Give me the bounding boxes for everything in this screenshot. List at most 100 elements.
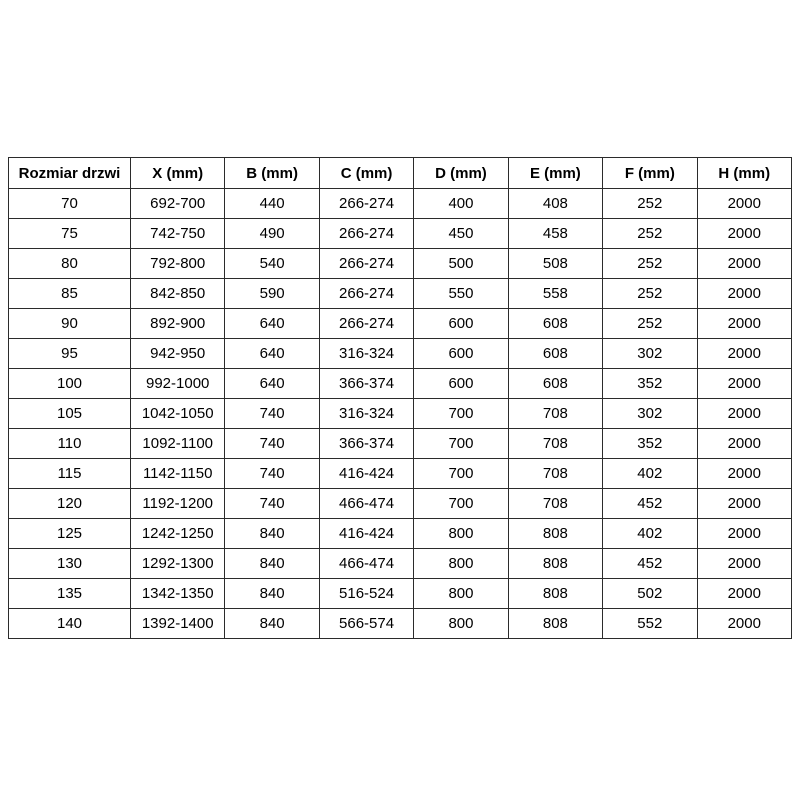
- table-cell: 452: [602, 548, 698, 579]
- table-cell: 115: [8, 458, 131, 489]
- table-cell: 558: [507, 278, 604, 309]
- table-cell: 302: [602, 338, 698, 369]
- table-cell: 302: [602, 398, 698, 429]
- table-cell: 2000: [696, 548, 793, 579]
- column-header-e-mm: E (mm): [507, 157, 604, 189]
- table-cell: 640: [224, 338, 320, 369]
- table-row: 110 1092-1100 740 366-374 700 708 352 2000: [8, 428, 793, 459]
- table-cell: 600: [413, 308, 509, 339]
- table-cell: 840: [224, 608, 320, 639]
- table-cell: 808: [507, 518, 604, 549]
- table-header: Rozmiar drzwi X (mm) B (mm) C (mm) D (mm) E (…: [8, 157, 793, 189]
- table-cell: 640: [224, 308, 320, 339]
- door-size-table-wrap: Rozmiar drzwi X (mm) B (mm) C (mm) D (mm) E (…: [8, 157, 793, 639]
- table-cell: 800: [413, 548, 509, 579]
- table-cell: 105: [8, 398, 131, 429]
- door-size-spec-table: Rozmiar drzwi X (mm) B (mm) C (mm) D (mm) E (…: [8, 157, 793, 639]
- table-cell: 2000: [696, 278, 793, 309]
- table-cell: 266-274: [318, 278, 415, 309]
- table-cell: 550: [413, 278, 509, 309]
- table-row: 130 1292-1300 840 466-474 800 808 452 2000: [8, 548, 793, 579]
- table-row: 100 992-1000 640 366-374 600 608 352 2000: [8, 368, 793, 399]
- table-cell: 2000: [696, 368, 793, 399]
- table-cell: 2000: [696, 248, 793, 279]
- table-row: 90 892-900 640 266-274 600 608 252 2000: [8, 308, 793, 339]
- table-cell: 2000: [696, 458, 793, 489]
- table-cell: 458: [507, 218, 604, 249]
- table-cell: 800: [413, 608, 509, 639]
- table-cell: 2000: [696, 518, 793, 549]
- table-cell: 450: [413, 218, 509, 249]
- table-cell: 842-850: [129, 278, 226, 309]
- table-cell: 452: [602, 488, 698, 519]
- table-cell: 400: [413, 188, 509, 219]
- table-cell: 700: [413, 428, 509, 459]
- table-cell: 1142-1150: [129, 458, 226, 489]
- table-cell: 366-374: [318, 428, 415, 459]
- column-header-d-mm: D (mm): [413, 157, 509, 189]
- table-cell: 892-900: [129, 308, 226, 339]
- table-cell: 742-750: [129, 218, 226, 249]
- table-cell: 708: [507, 488, 604, 519]
- table-cell: 740: [224, 458, 320, 489]
- table-cell: 942-950: [129, 338, 226, 369]
- table-cell: 100: [8, 368, 131, 399]
- table-cell: 600: [413, 338, 509, 369]
- table-cell: 1342-1350: [129, 578, 226, 609]
- table-cell: 352: [602, 368, 698, 399]
- table-cell: 1292-1300: [129, 548, 226, 579]
- table-cell: 408: [507, 188, 604, 219]
- table-cell: 2000: [696, 398, 793, 429]
- table-cell: 708: [507, 458, 604, 489]
- table-row: 85 842-850 590 266-274 550 558 252 2000: [8, 278, 793, 309]
- table-cell: 792-800: [129, 248, 226, 279]
- table-cell: 402: [602, 458, 698, 489]
- table-cell: 516-524: [318, 578, 415, 609]
- table-cell: 740: [224, 398, 320, 429]
- table-cell: 2000: [696, 428, 793, 459]
- table-cell: 2000: [696, 188, 793, 219]
- table-cell: 608: [507, 338, 604, 369]
- table-cell: 352: [602, 428, 698, 459]
- table-cell: 252: [602, 308, 698, 339]
- table-cell: 130: [8, 548, 131, 579]
- table-cell: 608: [507, 368, 604, 399]
- table-cell: 992-1000: [129, 368, 226, 399]
- table-cell: 808: [507, 548, 604, 579]
- table-cell: 90: [8, 308, 131, 339]
- table-row: 105 1042-1050 740 316-324 700 708 302 2000: [8, 398, 793, 429]
- table-cell: 700: [413, 488, 509, 519]
- table-cell: 85: [8, 278, 131, 309]
- table-cell: 135: [8, 578, 131, 609]
- table-cell: 2000: [696, 578, 793, 609]
- table-row: 120 1192-1200 740 466-474 700 708 452 2000: [8, 488, 793, 519]
- table-cell: 740: [224, 488, 320, 519]
- table-cell: 808: [507, 578, 604, 609]
- table-row: 140 1392-1400 840 566-574 800 808 552 2000: [8, 608, 793, 639]
- table-row: 135 1342-1350 840 516-524 800 808 502 2000: [8, 578, 793, 609]
- table-cell: 80: [8, 248, 131, 279]
- table-cell: 316-324: [318, 338, 415, 369]
- table-cell: 840: [224, 578, 320, 609]
- table-cell: 120: [8, 488, 131, 519]
- table-cell: 252: [602, 188, 698, 219]
- column-header-f-mm: F (mm): [602, 157, 698, 189]
- table-cell: 490: [224, 218, 320, 249]
- column-header-h-mm: H (mm): [696, 157, 793, 189]
- table-cell: 502: [602, 578, 698, 609]
- table-cell: 266-274: [318, 218, 415, 249]
- table-cell: 540: [224, 248, 320, 279]
- table-cell: 840: [224, 518, 320, 549]
- table-cell: 125: [8, 518, 131, 549]
- table-cell: 440: [224, 188, 320, 219]
- table-cell: 800: [413, 518, 509, 549]
- table-cell: 640: [224, 368, 320, 399]
- column-header-rozmiar-drzwi: Rozmiar drzwi: [8, 157, 131, 189]
- column-header-c-mm: C (mm): [318, 157, 415, 189]
- table-cell: 600: [413, 368, 509, 399]
- table-cell: 1242-1250: [129, 518, 226, 549]
- table-header-row: Rozmiar drzwi X (mm) B (mm) C (mm) D (mm) E (…: [8, 157, 793, 189]
- column-header-b-mm: B (mm): [224, 157, 320, 189]
- table-cell: 2000: [696, 608, 793, 639]
